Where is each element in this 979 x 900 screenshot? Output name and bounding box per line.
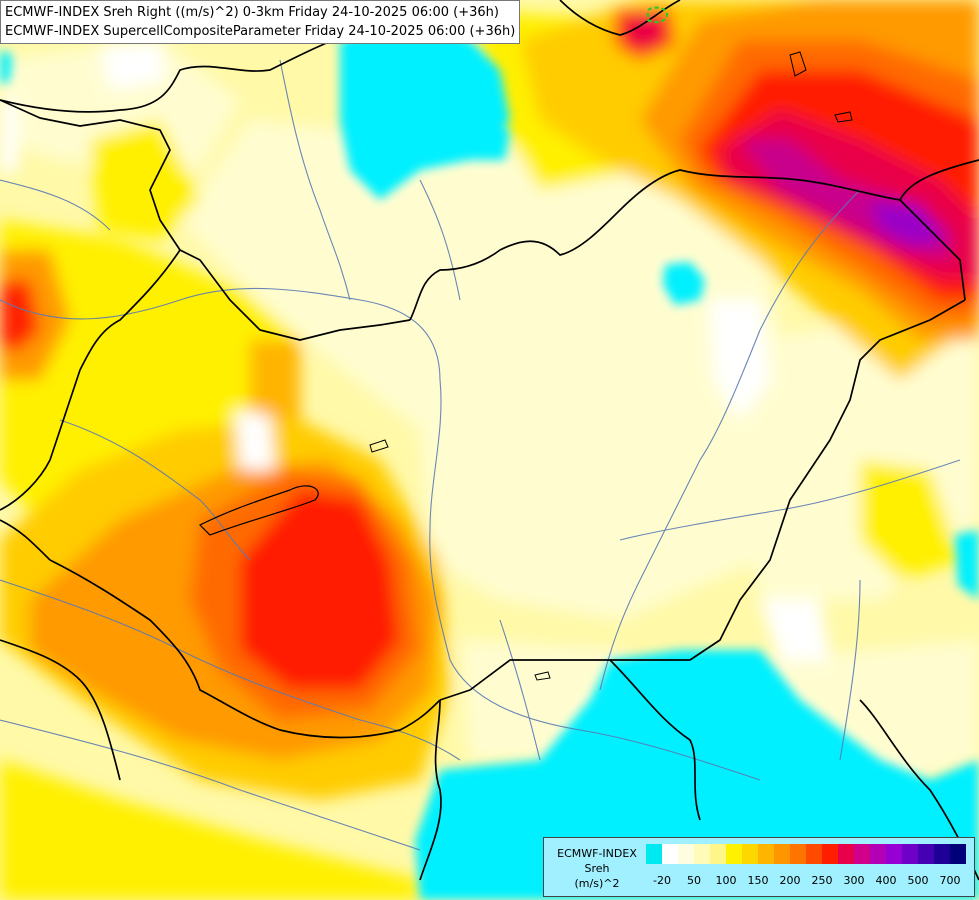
lake-small-4 — [834, 111, 853, 123]
map-title-line-2: ECMWF-INDEX SupercellCompositeParameter … — [5, 24, 516, 39]
legend-swatch — [934, 844, 950, 864]
color-legend: ECMWF-INDEX Sreh (m/s)^2 -20 50 100 150 200 2… — [543, 837, 975, 897]
borders — [0, 0, 979, 881]
legend-swatch — [950, 844, 966, 864]
river-olt — [839, 579, 861, 761]
river-drava — [0, 579, 461, 761]
scp-contour — [646, 6, 669, 24]
border-west-edge — [0, 519, 51, 561]
legend-tick-label: 100 — [715, 874, 737, 887]
border-ukraine — [689, 299, 966, 661]
legend-tick-label: -20 — [653, 874, 671, 887]
legend-swatch — [886, 844, 902, 864]
legend-swatch — [726, 844, 742, 864]
legend-swatch — [870, 844, 886, 864]
legend-swatch — [662, 844, 678, 864]
field-cream-nw — [0, 40, 240, 170]
field-white-north — [100, 40, 165, 90]
cyan-lake — [663, 262, 705, 305]
cyan-north — [340, 20, 510, 200]
river-vah — [419, 179, 461, 301]
legend-swatch — [838, 844, 854, 864]
lake-small-1 — [369, 439, 389, 453]
legend-tick-label: 500 — [907, 874, 929, 887]
legend-swatch — [790, 844, 806, 864]
field-white-west — [235, 410, 275, 470]
legend-title: ECMWF-INDEX Sreh (m/s)^2 — [550, 846, 644, 891]
legend-swatch — [710, 844, 726, 864]
cyan-north-lobe — [460, 110, 510, 160]
cyan-west-bit — [0, 50, 12, 85]
legend-swatch — [678, 844, 694, 864]
river-west — [59, 419, 251, 561]
legend-swatch — [806, 844, 822, 864]
legend-swatch — [742, 844, 758, 864]
field-yellow-north — [90, 120, 200, 240]
legend-tick-label: 250 — [811, 874, 833, 887]
lake-balaton — [198, 485, 319, 536]
river-south — [499, 619, 541, 761]
field-crimson-n — [628, 18, 662, 48]
field-white-east — [710, 300, 770, 420]
river-sava — [0, 719, 421, 851]
legend-tick-label: 700 — [939, 874, 961, 887]
legend-swatch — [902, 844, 918, 864]
river-morava — [279, 59, 351, 301]
legend-swatch — [918, 844, 934, 864]
legend-tick-label: 150 — [747, 874, 769, 887]
legend-tick-label: 400 — [875, 874, 897, 887]
river-tisza — [599, 189, 861, 691]
border-north-top — [559, 0, 681, 36]
legend-swatch — [694, 844, 710, 864]
legend-title-unit: (m/s)^2 — [574, 877, 620, 890]
border-austria-czech — [0, 99, 411, 341]
field-red-sw — [240, 490, 400, 690]
legend-swatch — [758, 844, 774, 864]
legend-tick-label: 300 — [843, 874, 865, 887]
river-nw — [0, 179, 111, 231]
field-yellow-sw — [0, 760, 420, 900]
legend-swatch — [774, 844, 790, 864]
map-title-line-1: ECMWF-INDEX Sreh Right ((m/s)^2) 0-3km F… — [5, 5, 499, 20]
border-nw2 — [0, 639, 121, 781]
border-east-romania — [899, 159, 979, 201]
legend-title-source: ECMWF-INDEX — [557, 847, 637, 860]
river-danube — [0, 287, 761, 781]
field-red-w — [0, 280, 40, 350]
legend-swatch — [646, 844, 662, 864]
border-slovakia-hungary — [409, 169, 966, 321]
field-purple-ne — [870, 200, 945, 245]
field-orange-w2 — [250, 340, 300, 420]
river-mures — [619, 459, 961, 541]
legend-tick-label: 200 — [779, 874, 801, 887]
rivers — [0, 59, 961, 851]
field-white-south — [760, 600, 830, 660]
border-austria-hungary — [0, 249, 181, 511]
border-serbia-romania — [609, 659, 701, 821]
lake-small-3 — [789, 51, 807, 77]
border-hungary-romania-south — [439, 659, 690, 701]
map-title-box: ECMWF-INDEX Sreh Right ((m/s)^2) 0-3km F… — [0, 0, 521, 44]
field-yellow-east — [860, 460, 960, 580]
lake-small-2 — [534, 671, 551, 681]
border-slovenia — [49, 559, 441, 739]
legend-tick-label: 50 — [687, 874, 701, 887]
cyan-east-edge — [955, 530, 979, 600]
legend-swatch — [854, 844, 870, 864]
field-cream-center — [180, 120, 800, 620]
legend-swatch — [822, 844, 838, 864]
field-white-nw — [0, 100, 18, 175]
border-croatia — [419, 699, 442, 881]
legend-title-variable: Sreh — [584, 862, 610, 875]
